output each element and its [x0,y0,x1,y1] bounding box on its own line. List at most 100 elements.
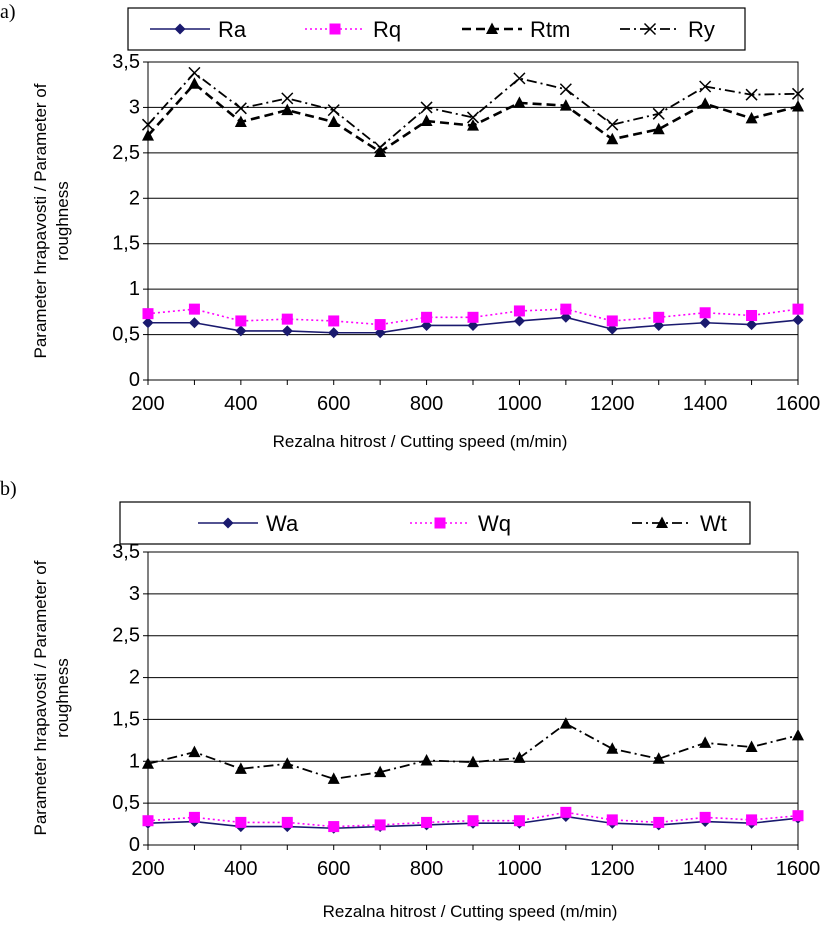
point-Ry [234,102,247,115]
series-line-Ry [147,71,799,149]
point-Wt [281,757,294,769]
series-Wq [142,806,804,833]
point-Wq [142,815,154,827]
point-Rq [188,303,200,315]
point-Ry [141,118,155,131]
point-Wt [327,772,340,784]
point-Rq [653,311,665,323]
point-Rtm [652,122,665,135]
legend-entry-Wt: Wt [632,511,727,536]
y-tick-label: 2,5 [112,142,140,164]
point-Rtm [792,100,804,112]
point-Wq [699,811,711,823]
point-Rq [746,309,758,321]
legend-label-Wt: Wt [700,511,727,536]
point-Rtm [327,115,340,127]
point-Rtm [281,103,294,116]
point-Ry [745,88,758,101]
legend-label-Rq: Rq [373,17,401,42]
y-ticks-b: 0 0,5 1 1,5 2 2,5 3 3,5 [112,541,148,856]
x-axis-label-b: Rezalna hitrost / Cutting speed (m/min) [323,902,618,921]
point-Wt [420,753,433,766]
point-Ra [746,319,758,331]
point-Rtm [234,115,247,127]
y-ticks-a: 0 0,5 1 1,5 2 2,5 3 3,5 [112,51,148,391]
point-Ry [606,118,619,131]
point-Rtm [374,145,387,157]
point-Rq [699,307,711,319]
x-tick-label: 200 [131,393,164,415]
point-Ry [188,66,201,79]
y-tick-label: 2 [129,187,140,209]
x-axis-label-a: Rezalna hitrost / Cutting speed (m/min) [273,432,568,451]
point-Rq [421,311,433,323]
point-Ra [792,314,804,326]
legend-entry-Ry: Ry [620,17,715,42]
point-Wq [467,815,479,827]
y-tick-label: 1,5 [112,708,140,730]
point-Rq [606,315,618,327]
point-Ry [652,107,665,120]
point-Rtm [467,119,479,131]
y-tick-label: 0,5 [112,324,140,346]
x-ticks-a: 200 400 600 800 1000 1200 1400 1600 [131,380,820,415]
y-tick-label: 1,5 [112,233,140,255]
point-Wt [559,717,572,729]
point-Wq [606,814,618,826]
series-b [142,717,804,834]
point-Wq [653,816,665,828]
x-tick-label: 800 [410,858,443,880]
point-Rtm [559,99,572,111]
chart-b: b) Wa Wq Wt 0 0,5 1 1,5 2 2,5 3 3,5 200 400 600 800 1… [0,478,820,921]
point-Wq [746,814,758,826]
plot-area-b [147,551,799,846]
series-Rq [142,303,804,331]
panel-label-b: b) [0,478,17,500]
point-Rtm [745,111,758,124]
legend-label-Rtm: Rtm [530,17,570,42]
x-tick-label: 1000 [497,393,542,415]
point-Wq [792,810,804,822]
series-a [141,66,805,339]
legend-entry-Rq: Rq [305,17,401,42]
point-Rq [792,303,804,315]
point-Wq [281,816,293,828]
legend-a-items: Ra Rq Rtm Ry [150,17,715,42]
x-tick-label: 1200 [590,393,635,415]
series-line-Rq [147,308,799,326]
point-Ry [374,141,387,154]
point-Rq [235,315,247,327]
point-Rq [328,315,340,327]
point-Rq [281,313,293,325]
y-tick-label: 1 [129,278,140,300]
point-Ra [188,317,200,329]
point-Wt [699,736,712,748]
x-tick-label: 1200 [590,858,635,880]
legend-entry-Ra: Ra [150,17,247,42]
legend-entry-Wq: Wq [410,511,511,536]
point-Ry [281,92,294,105]
y-axis-label-a-line1: Parameter hrapavosti / Parameter of [31,83,50,358]
legend-label-Ra: Ra [218,17,247,42]
y-tick-label: 1 [129,750,140,772]
point-Rtm [420,114,433,127]
x-ticks-b: 200 400 600 800 1000 1200 1400 1600 [131,845,820,880]
chart-a: a) Ra Rq Rtm Ry 0 0,5 1 1,5 2 2,5 3 3,5 200 400 600 8… [0,1,820,451]
point-Rq [560,303,572,315]
point-Wt [374,765,387,778]
point-Rq [142,308,154,320]
y-axis-label-b-line1: Parameter hrapavosti / Parameter of [31,560,50,835]
point-Wt [234,762,247,774]
legend-marker-Wt [656,516,668,528]
point-Rq [513,305,525,317]
x-tick-label: 200 [131,858,164,880]
x-tick-label: 400 [224,858,257,880]
point-Wt [513,751,526,763]
legend-marker-Wq [434,517,446,529]
y-tick-label: 0 [129,369,140,391]
legend-marker-Ry [643,22,657,36]
point-Wq [328,821,340,833]
point-Ra [328,327,340,339]
point-Wq [374,819,386,831]
legend-entry-Rtm: Rtm [462,17,570,42]
